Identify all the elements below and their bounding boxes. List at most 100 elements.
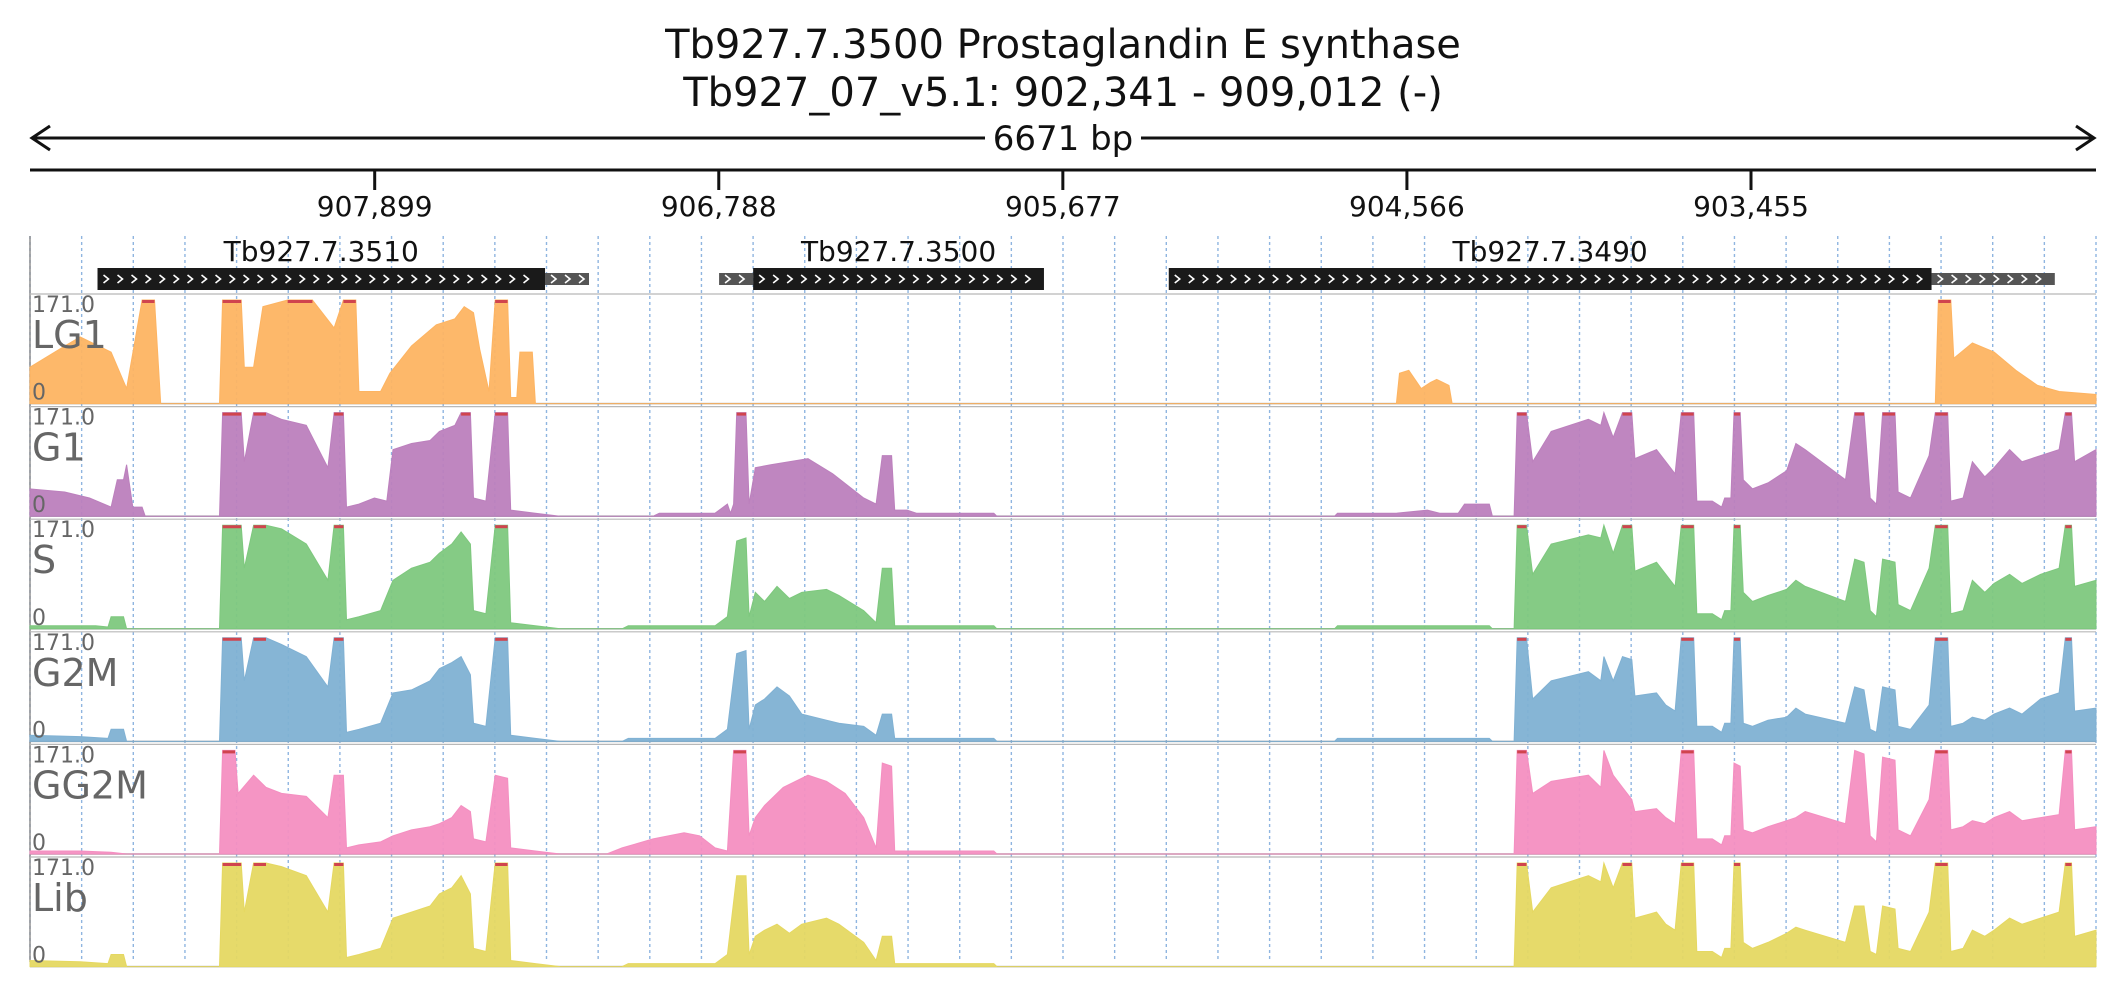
coverage-track: 171.0 0 Lib <box>29 856 2097 969</box>
strand-chevron-icon <box>1965 274 1972 284</box>
y-max-label: 171.0 <box>32 631 95 656</box>
coverage-area <box>29 861 2097 968</box>
strand-chevron-icon <box>884 274 892 284</box>
strand-chevron-icon <box>1566 274 1574 284</box>
strand-chevron-icon <box>1552 274 1560 284</box>
strand-chevron-icon <box>1174 274 1182 284</box>
strand-chevron-icon <box>1706 274 1714 284</box>
strand-chevron-icon <box>1440 274 1448 284</box>
strand-chevron-icon <box>1496 274 1504 284</box>
strand-chevron-icon <box>856 274 864 284</box>
left-arrowhead-icon <box>29 124 51 152</box>
strand-chevron-icon <box>758 274 766 284</box>
strand-chevron-icon <box>369 274 376 284</box>
strand-chevron-icon <box>1286 274 1294 284</box>
strand-chevron-icon <box>1762 274 1770 284</box>
strand-chevron-icon <box>2021 274 2028 284</box>
strand-chevron-icon <box>1010 274 1018 284</box>
y-min-label: 0 <box>32 944 46 969</box>
strand-chevron-icon <box>1979 274 1986 284</box>
strand-chevron-icon <box>1776 274 1784 284</box>
strand-chevron-icon <box>131 274 138 284</box>
coverage-track: 171.0 0 GG2M <box>29 743 2097 856</box>
gene-model: Tb927.7.3490 <box>1168 235 2055 290</box>
y-max-label: 171.0 <box>32 406 95 431</box>
strand-chevron-icon <box>173 274 180 284</box>
gene-model: Tb927.7.3500 <box>719 235 1044 290</box>
strand-chevron-icon <box>1538 274 1546 284</box>
strand-chevron-icon <box>1650 274 1658 284</box>
strand-chevron-icon <box>1818 274 1826 284</box>
y-max-label: 171.0 <box>32 518 95 543</box>
strand-chevron-icon <box>1748 274 1756 284</box>
strand-chevron-icon <box>842 274 850 284</box>
strand-chevron-icon <box>954 274 962 284</box>
coverage-track: 171.0 0 G1 <box>29 406 2097 518</box>
strand-chevron-icon <box>870 274 878 284</box>
strand-chevron-icon <box>1804 274 1812 284</box>
strand-chevron-icon <box>145 274 152 284</box>
strand-chevron-icon <box>523 274 530 284</box>
coverage-area <box>29 523 2097 630</box>
strand-chevron-icon <box>201 274 208 284</box>
track-name-label: GG2M <box>32 763 148 807</box>
strand-chevron-icon <box>1993 274 2000 284</box>
track-name-label: LG1 <box>32 313 107 357</box>
span-length-label: 6671 bp <box>993 119 1134 159</box>
strand-chevron-icon <box>1258 274 1266 284</box>
strand-chevron-icon <box>982 274 990 284</box>
span-indicator: 6671 bp <box>29 119 2097 159</box>
strand-chevron-icon <box>439 274 446 284</box>
strand-chevron-icon <box>578 274 586 284</box>
strand-chevron-icon <box>1937 274 1944 284</box>
ruler-tick-label: 905,677 <box>1005 190 1121 223</box>
strand-chevron-icon <box>117 274 124 284</box>
y-max-label: 171.0 <box>32 293 95 318</box>
strand-chevron-icon <box>1426 274 1434 284</box>
strand-chevron-icon <box>243 274 250 284</box>
strand-chevron-icon <box>724 274 732 284</box>
coverage-area <box>29 749 2097 855</box>
strand-chevron-icon <box>1608 274 1616 284</box>
strand-chevron-icon <box>1454 274 1462 284</box>
strand-chevron-icon <box>1636 274 1644 284</box>
strand-chevron-icon <box>285 274 292 284</box>
strand-chevron-icon <box>1916 274 1924 284</box>
coverage-track: 171.0 0 LG1 <box>29 293 2097 406</box>
strand-chevron-icon <box>103 274 110 284</box>
strand-chevron-icon <box>1244 274 1252 284</box>
strand-chevron-icon <box>327 274 334 284</box>
strand-chevron-icon <box>355 274 362 284</box>
strand-chevron-icon <box>1888 274 1896 284</box>
figure-title: Tb927.7.3500 Prostaglandin E synthase <box>664 22 1461 68</box>
strand-chevron-icon <box>550 274 558 284</box>
track-name-label: G1 <box>32 426 86 470</box>
gene-label: Tb927.7.3500 <box>800 235 996 268</box>
strand-chevron-icon <box>814 274 822 284</box>
y-max-label: 171.0 <box>32 743 95 768</box>
strand-chevron-icon <box>1482 274 1490 284</box>
y-min-label: 0 <box>32 493 46 518</box>
strand-chevron-icon <box>313 274 320 284</box>
right-arrowhead-icon <box>2075 124 2097 152</box>
strand-chevron-icon <box>1510 274 1518 284</box>
strand-chevron-icon <box>1272 274 1280 284</box>
strand-chevron-icon <box>1580 274 1588 284</box>
strand-chevron-icon <box>383 274 390 284</box>
track-name-label: Lib <box>32 876 88 920</box>
strand-chevron-icon <box>229 274 236 284</box>
strand-chevron-icon <box>940 274 948 284</box>
coverage-track: 171.0 0 G2M <box>29 631 2097 743</box>
strand-chevron-icon <box>1468 274 1476 284</box>
strand-chevron-icon <box>1594 274 1602 284</box>
strand-chevron-icon <box>1678 274 1686 284</box>
strand-chevron-icon <box>1024 274 1032 284</box>
strand-chevron-icon <box>1902 274 1910 284</box>
strand-chevron-icon <box>1202 274 1210 284</box>
strand-chevron-icon <box>187 274 194 284</box>
strand-chevron-icon <box>257 274 264 284</box>
coordinate-ruler: 907,899 906,788 905,677 904,566 903,455 <box>30 168 2096 223</box>
strand-chevron-icon <box>1188 274 1196 284</box>
strand-chevron-icon <box>1230 274 1238 284</box>
